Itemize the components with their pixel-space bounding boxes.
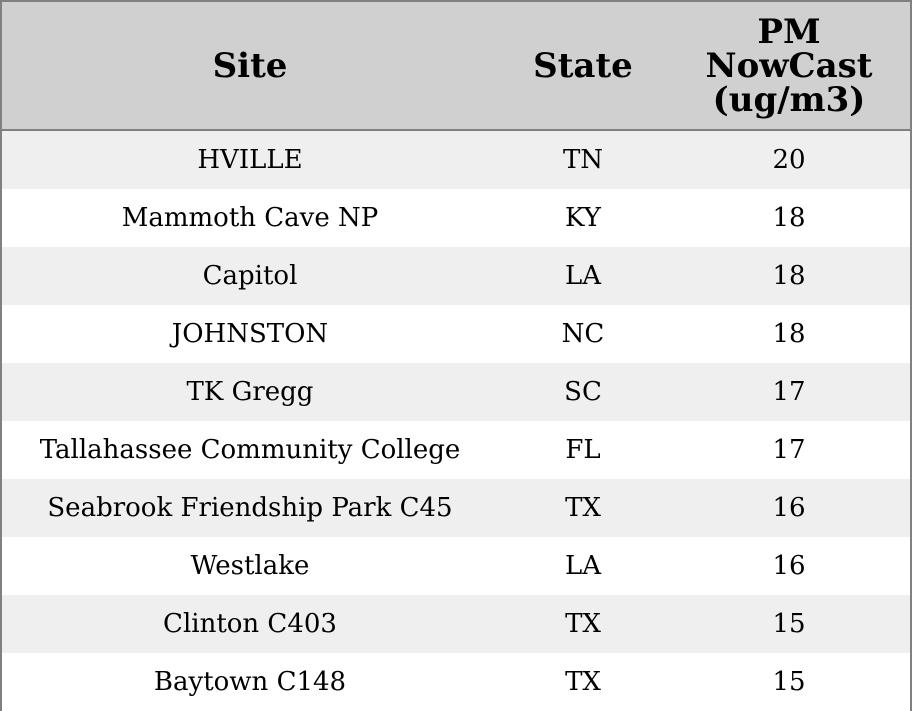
table-row: Tallahassee Community College FL 17	[2, 421, 910, 479]
cell-site: Seabrook Friendship Park C45	[47, 493, 453, 523]
cell-site: Capitol	[202, 261, 298, 291]
table-row: Seabrook Friendship Park C45 TX 16	[2, 479, 910, 537]
cell-state: LA	[564, 261, 602, 291]
cell-site: HVILLE	[197, 145, 303, 175]
cell-state: LA	[564, 551, 602, 581]
table-row: Clinton C403 TX 15	[2, 595, 910, 653]
cell-site: Clinton C403	[163, 609, 337, 639]
cell-site: JOHNSTON	[171, 319, 329, 349]
cell-site: Baytown C148	[153, 667, 347, 697]
column-header-state: State	[533, 45, 633, 86]
table-row: Westlake LA 16	[2, 537, 910, 595]
column-header-site: Site	[212, 45, 288, 86]
table-row: TK Gregg SC 17	[2, 363, 910, 421]
table-row: Mammoth Cave NP KY 18	[2, 189, 910, 247]
cell-site: Westlake	[190, 551, 310, 581]
cell-pm-nowcast: 16	[772, 493, 806, 523]
cell-state: TN	[562, 145, 604, 175]
cell-pm-nowcast: 15	[772, 667, 806, 697]
cell-state: TX	[565, 493, 601, 523]
cell-pm-nowcast: 18	[772, 203, 806, 233]
table-row: Capitol LA 18	[2, 247, 910, 305]
cell-pm-nowcast: 17	[772, 377, 806, 407]
cell-pm-nowcast: 15	[772, 609, 806, 639]
cell-pm-nowcast: 17	[772, 435, 806, 465]
cell-site: TK Gregg	[186, 377, 314, 407]
table-body: HVILLE TN 20 Mammoth Cave NP KY 18 Capitol LA 18…	[2, 131, 910, 711]
cell-state: TX	[565, 667, 601, 697]
cell-site: Mammoth Cave NP	[121, 203, 379, 233]
table-header: Site State PM NowCast (ug/m3)	[2, 2, 910, 131]
column-header-pm-nowcast: PM NowCast (ug/m3)	[705, 11, 873, 120]
cell-state: KY	[565, 203, 601, 233]
cell-pm-nowcast: 18	[772, 319, 806, 349]
cell-pm-nowcast: 18	[772, 261, 806, 291]
table-row: Baytown C148 TX 15	[2, 653, 910, 711]
table-row: JOHNSTON NC 18	[2, 305, 910, 363]
cell-state: FL	[565, 435, 601, 465]
cell-pm-nowcast: 20	[772, 145, 806, 175]
cell-state: NC	[561, 319, 605, 349]
table-row: HVILLE TN 20	[2, 131, 910, 189]
cell-state: SC	[564, 377, 602, 407]
cell-state: TX	[565, 609, 601, 639]
cell-pm-nowcast: 16	[772, 551, 806, 581]
cell-site: Tallahassee Community College	[39, 435, 461, 465]
